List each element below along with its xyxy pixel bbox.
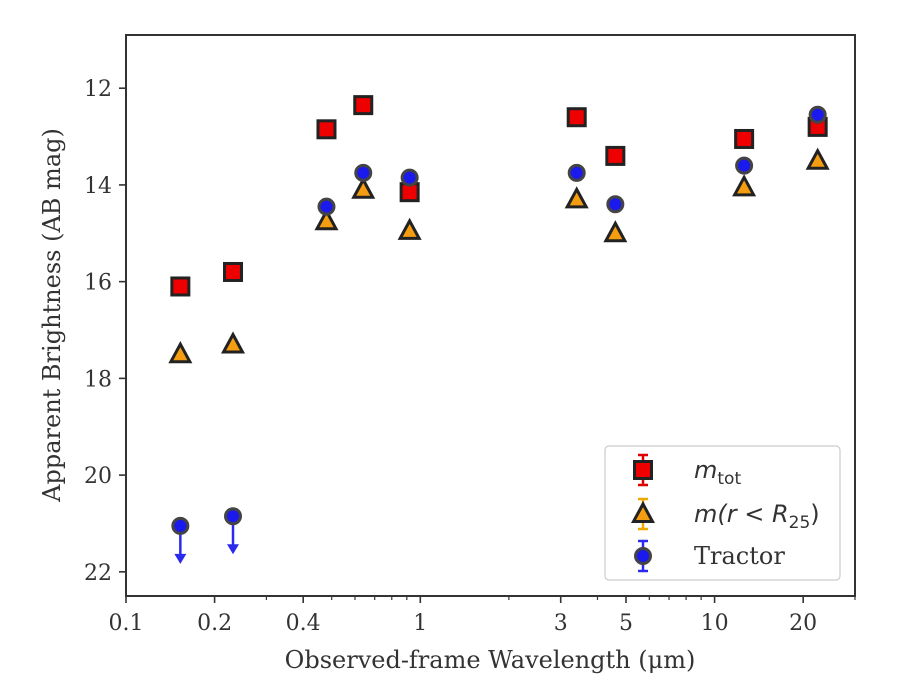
y-tick-label: 14	[84, 174, 112, 199]
mtot-point	[605, 145, 626, 166]
x-tick-labels: 0.1 0.2 0.4 1 3 5 10 20	[109, 611, 818, 636]
legend-box	[604, 445, 841, 581]
mr25-point	[168, 341, 193, 364]
x-tick-label: 0.4	[286, 611, 321, 636]
legend-mr25-marker	[630, 500, 656, 523]
mr25-point	[397, 217, 422, 240]
mr25-point	[220, 331, 246, 354]
legend-mtot-label: mtot	[694, 456, 741, 489]
y-tick-label: 18	[84, 367, 112, 392]
tractor-upper-limit-arrowhead	[227, 544, 240, 555]
y-tick-label: 20	[84, 464, 112, 489]
tractor-point	[354, 163, 373, 182]
tractor-upper-limit-arrowhead	[174, 553, 187, 564]
tractor-point	[606, 195, 625, 214]
legend-tractor-marker	[634, 547, 652, 565]
y-tick-label: 22	[84, 561, 112, 586]
legend-mr25-label: m(r < R25)	[694, 500, 820, 533]
x-tick-label: 0.2	[197, 611, 232, 636]
mtot-point	[566, 107, 587, 128]
mr25-point	[351, 176, 376, 199]
legend-mtot-marker	[633, 460, 653, 480]
x-tick-label: 5	[619, 611, 633, 636]
x-tick-label: 1	[413, 611, 427, 636]
tractor-point	[808, 105, 827, 124]
tractor-point	[735, 156, 754, 175]
legend-tractor-label: Tractor	[694, 542, 785, 570]
plot-frame	[125, 34, 856, 597]
mtot-point	[223, 261, 244, 282]
x-axis-label: Observed-frame Wavelength (μm)	[285, 646, 696, 674]
mr25-point	[603, 220, 628, 243]
tractor-point	[317, 197, 336, 216]
x-tick-label: 20	[789, 611, 817, 636]
x-tick-label: 10	[701, 611, 729, 636]
legend-label-tail: )	[810, 500, 819, 528]
y-tick-labels: 12 14 16 18 20 22	[84, 77, 112, 586]
legend: mtot m(r < R25) Tractor	[604, 445, 841, 581]
legend-label-subscript: 25	[789, 513, 811, 533]
tractor-point	[224, 507, 243, 526]
y-tick-label: 16	[84, 271, 112, 296]
mtot-point	[316, 119, 337, 140]
mr25-point	[805, 147, 830, 170]
tractor-point	[567, 163, 586, 182]
x-tick-label: 3	[554, 611, 568, 636]
y-tick-label: 12	[84, 77, 112, 102]
tractor-point	[400, 168, 419, 187]
legend-label-subscript: tot	[717, 469, 741, 489]
mr25-point	[314, 208, 339, 231]
mtot-point	[170, 276, 191, 297]
legend-label-main: m(r < R	[694, 500, 789, 528]
x-tick-label: 0.1	[109, 611, 144, 636]
mr25-point	[732, 174, 757, 197]
tractor-point	[171, 516, 190, 535]
mr25-point	[564, 186, 589, 209]
data-marks	[168, 95, 830, 564]
legend-label-main: m	[694, 456, 717, 484]
mtot-point	[734, 128, 755, 149]
mtot-point	[353, 95, 374, 116]
y-axis-label: Apparent Brightness (AB mag)	[38, 128, 66, 503]
